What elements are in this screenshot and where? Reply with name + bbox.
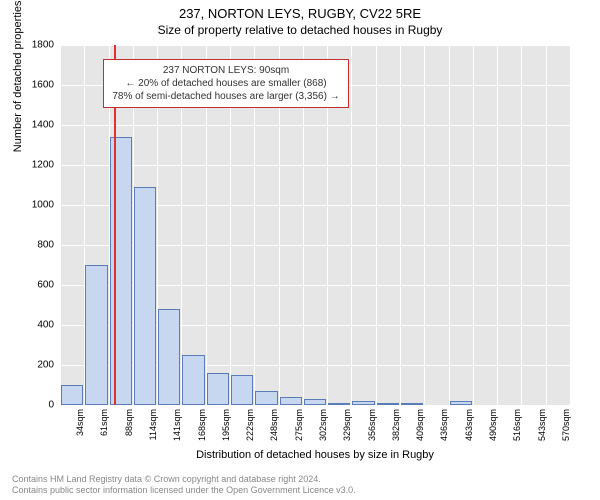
histogram-bar [280,397,302,405]
x-tick-label: 302sqm [318,409,328,441]
y-tick-label: 800 [14,239,54,250]
x-tick-label: 570sqm [561,409,571,441]
gridline-v [376,45,377,405]
x-tick-label: 356sqm [367,409,377,441]
x-tick-label: 463sqm [464,409,474,441]
x-tick-label: 61sqm [99,409,109,436]
annotation-box: 237 NORTON LEYS: 90sqm← 20% of detached … [103,59,348,108]
y-tick-label: 600 [14,279,54,290]
footer-credits: Contains HM Land Registry data © Crown c… [12,474,356,496]
x-tick-label: 168sqm [197,409,207,441]
gridline-v [60,45,61,405]
x-tick-label: 490sqm [488,409,498,441]
histogram-bar [134,187,156,405]
footer-line-2: Contains public sector information licen… [12,485,356,496]
histogram-bar [450,401,472,405]
x-tick-label: 382sqm [391,409,401,441]
x-tick-label: 436sqm [439,409,449,441]
gridline-h [60,405,570,406]
gridline-v [497,45,498,405]
histogram-bar [158,309,180,405]
annotation-line: 78% of semi-detached houses are larger (… [112,90,339,103]
histogram-bar [328,403,350,405]
footer-line-1: Contains HM Land Registry data © Crown c… [12,474,356,485]
gridline-v [400,45,401,405]
y-tick-label: 400 [14,319,54,330]
x-tick-label: 222sqm [245,409,255,441]
y-tick-label: 0 [14,399,54,410]
x-tick-label: 248sqm [269,409,279,441]
histogram-bar [401,403,423,405]
gridline-v [449,45,450,405]
gridline-h [60,125,570,126]
gridline-v [546,45,547,405]
histogram-bar [61,385,83,405]
gridline-v [473,45,474,405]
x-axis-label: Distribution of detached houses by size … [60,449,570,461]
x-tick-label: 34sqm [75,409,85,436]
histogram-bar [377,403,399,405]
gridline-v [351,45,352,405]
page-subtitle: Size of property relative to detached ho… [0,23,600,37]
y-tick-label: 1800 [14,39,54,50]
gridline-h [60,45,570,46]
x-tick-label: 114sqm [148,409,158,440]
histogram-bar [304,399,326,405]
x-tick-label: 88sqm [124,409,134,436]
y-tick-label: 1400 [14,119,54,130]
x-tick-label: 329sqm [342,409,352,441]
y-tick-label: 1200 [14,159,54,170]
histogram-bar [182,355,204,405]
plot-background: 237 NORTON LEYS: 90sqm← 20% of detached … [60,45,570,405]
histogram-bar [207,373,229,405]
histogram-bar [85,265,107,405]
x-tick-label: 275sqm [294,409,304,441]
x-tick-label: 516sqm [512,409,522,441]
x-tick-label: 409sqm [415,409,425,441]
page-title: 237, NORTON LEYS, RUGBY, CV22 5RE [0,0,600,23]
y-tick-label: 1600 [14,79,54,90]
x-tick-label: 195sqm [221,409,231,441]
histogram-bar [352,401,374,405]
chart-area: 237 NORTON LEYS: 90sqm← 20% of detached … [60,45,570,405]
annotation-line: 237 NORTON LEYS: 90sqm [112,64,339,77]
histogram-bar [231,375,253,405]
gridline-v [424,45,425,405]
y-tick-label: 200 [14,359,54,370]
x-tick-label: 141sqm [172,409,182,441]
annotation-line: ← 20% of detached houses are smaller (86… [112,77,339,90]
histogram-bar [255,391,277,405]
x-tick-label: 543sqm [537,409,547,441]
gridline-v [521,45,522,405]
gridline-h [60,165,570,166]
y-tick-label: 1000 [14,199,54,210]
